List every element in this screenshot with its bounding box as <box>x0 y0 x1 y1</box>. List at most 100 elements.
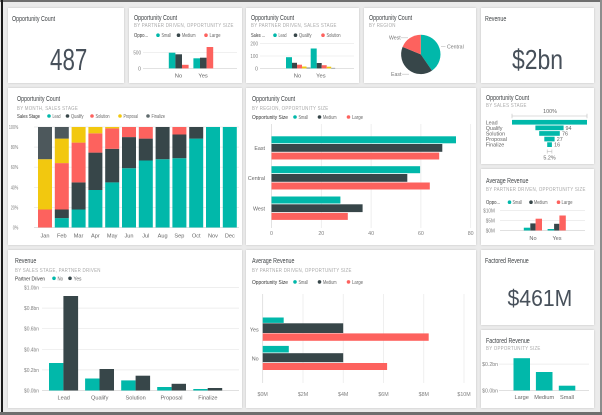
svg-text:$5M: $5M <box>486 219 495 225</box>
svg-text:West: West <box>389 36 401 42</box>
svg-text:$0M: $0M <box>486 229 495 235</box>
svg-text:Small: Small <box>162 33 172 39</box>
svg-text:5.2%: 5.2% <box>543 156 555 162</box>
svg-text:Finalize: Finalize <box>198 396 217 402</box>
svg-text:0%: 0% <box>13 226 19 232</box>
svg-text:Medium: Medium <box>323 115 337 121</box>
svg-text:$1.0bn: $1.0bn <box>24 286 39 292</box>
svg-text:$4M: $4M <box>338 392 348 398</box>
svg-text:Yes: Yes <box>74 276 82 282</box>
svg-text:76: 76 <box>562 132 568 138</box>
svg-text:Jan: Jan <box>40 234 49 240</box>
svg-text:Sales Stage: Sales Stage <box>17 114 40 120</box>
svg-text:Small: Small <box>299 115 309 121</box>
svg-text:Proposal: Proposal <box>124 114 139 120</box>
svg-text:Qualify: Qualify <box>486 126 503 132</box>
svg-text:Lead: Lead <box>57 396 69 402</box>
svg-text:Oppo...: Oppo... <box>486 200 500 206</box>
svg-text:No: No <box>252 357 259 363</box>
svg-text:Medium: Medium <box>182 33 196 39</box>
svg-text:20: 20 <box>318 231 324 237</box>
svg-text:0: 0 <box>138 66 141 72</box>
svg-text:No: No <box>58 276 64 282</box>
svg-text:Nov: Nov <box>208 234 218 240</box>
svg-text:Medium: Medium <box>323 280 337 286</box>
svg-text:80%: 80% <box>11 145 19 151</box>
svg-text:20%: 20% <box>11 205 19 211</box>
svg-text:Yes: Yes <box>198 74 208 80</box>
svg-text:0: 0 <box>255 66 258 72</box>
svg-text:Solution: Solution <box>96 114 110 120</box>
svg-text:Small: Small <box>513 200 523 206</box>
svg-text:$2M: $2M <box>298 392 308 398</box>
svg-text:$0.2bn: $0.2bn <box>24 368 39 374</box>
svg-text:$10M: $10M <box>457 392 470 398</box>
svg-text:100%: 100% <box>543 109 557 115</box>
svg-text:Opportunity Size: Opportunity Size <box>252 115 288 121</box>
svg-text:Medium: Medium <box>534 395 554 401</box>
svg-text:100%: 100% <box>9 125 19 131</box>
svg-text:Large: Large <box>352 280 363 286</box>
svg-text:80: 80 <box>468 231 474 237</box>
svg-text:No: No <box>175 74 182 80</box>
svg-text:Oct: Oct <box>192 234 201 240</box>
svg-text:Qualify: Qualify <box>91 396 109 402</box>
svg-text:500: 500 <box>133 51 141 57</box>
svg-text:Large: Large <box>352 115 363 121</box>
svg-text:No: No <box>529 236 536 242</box>
svg-text:West: West <box>253 206 265 212</box>
svg-text:Small: Small <box>560 395 574 401</box>
svg-text:Proposal: Proposal <box>160 396 182 402</box>
svg-text:Sales ...: Sales ... <box>251 33 265 39</box>
svg-text:$8M: $8M <box>419 392 429 398</box>
svg-text:Finalize: Finalize <box>152 114 166 120</box>
svg-text:Jun: Jun <box>124 234 133 240</box>
svg-text:$10M: $10M <box>483 209 495 215</box>
svg-text:0: 0 <box>270 231 273 237</box>
svg-text:$0.0bn: $0.0bn <box>482 389 498 395</box>
svg-text:$0.2bn: $0.2bn <box>482 362 498 368</box>
svg-text:Solution: Solution <box>486 132 505 138</box>
svg-text:Apr: Apr <box>91 234 100 240</box>
svg-text:Medium: Medium <box>534 200 548 206</box>
svg-text:Large: Large <box>515 395 529 401</box>
svg-text:Sep: Sep <box>174 234 184 240</box>
svg-text:No: No <box>294 74 301 80</box>
svg-text:Dec: Dec <box>225 234 235 240</box>
svg-text:$0.4bn: $0.4bn <box>24 347 39 353</box>
svg-text:$0.8bn: $0.8bn <box>24 306 39 312</box>
svg-text:$0M: $0M <box>258 392 268 398</box>
svg-text:Yes: Yes <box>316 74 326 80</box>
svg-text:$0.6bn: $0.6bn <box>24 327 39 333</box>
svg-text:40: 40 <box>368 231 374 237</box>
svg-text:East: East <box>391 72 402 78</box>
svg-text:Qualify: Qualify <box>299 33 312 39</box>
svg-text:$6M: $6M <box>378 392 388 398</box>
svg-text:Solution: Solution <box>125 396 145 402</box>
svg-text:Central: Central <box>447 45 464 51</box>
svg-text:Proposal: Proposal <box>486 137 507 143</box>
svg-text:Oppo...: Oppo... <box>134 33 148 39</box>
svg-text:40%: 40% <box>11 185 19 191</box>
svg-text:Solution: Solution <box>327 33 341 39</box>
svg-text:Mar: Mar <box>74 234 84 240</box>
svg-text:Large: Large <box>562 200 573 206</box>
svg-text:Aug: Aug <box>158 234 168 240</box>
svg-text:Jul: Jul <box>142 234 149 240</box>
svg-text:Yes: Yes <box>250 328 259 334</box>
svg-text:200: 200 <box>250 42 258 48</box>
svg-text:Yes: Yes <box>552 236 561 242</box>
svg-text:60%: 60% <box>11 165 19 171</box>
svg-text:Finalize: Finalize <box>486 143 505 149</box>
svg-text:East: East <box>254 146 265 152</box>
svg-text:Partner Driven: Partner Driven <box>15 276 45 282</box>
svg-text:Small: Small <box>299 280 309 286</box>
svg-text:100: 100 <box>250 54 258 60</box>
svg-text:$0.0bn: $0.0bn <box>24 389 39 395</box>
svg-text:Lead: Lead <box>53 114 61 120</box>
svg-text:94: 94 <box>566 126 572 132</box>
svg-text:Opportunity Size: Opportunity Size <box>252 280 288 286</box>
svg-text:Central: Central <box>248 176 265 182</box>
svg-text:Feb: Feb <box>57 234 67 240</box>
svg-text:Lead: Lead <box>486 120 498 126</box>
